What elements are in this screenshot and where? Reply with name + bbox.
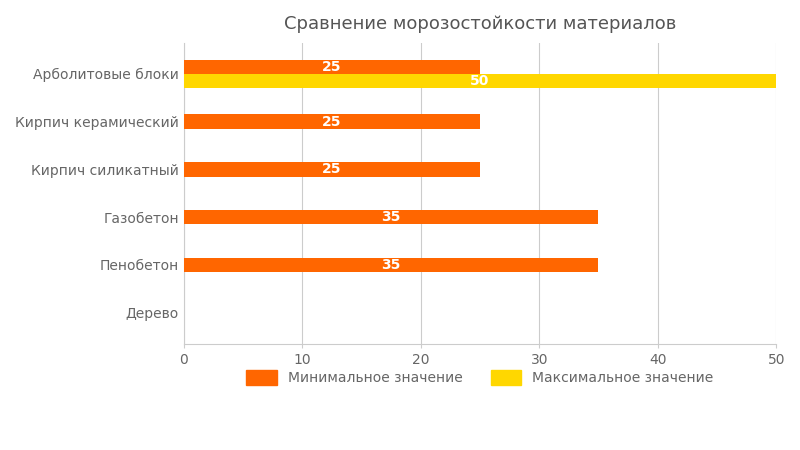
Bar [184, 162, 480, 176]
Text: 50: 50 [470, 74, 490, 88]
Bar [184, 258, 598, 272]
Bar [184, 114, 480, 129]
Bar [184, 74, 776, 88]
Text: 25: 25 [322, 60, 342, 74]
Text: 25: 25 [322, 162, 342, 176]
Legend: Минимальное значение, Максимальное значение: Минимальное значение, Максимальное значе… [241, 365, 719, 391]
Text: 35: 35 [382, 210, 401, 224]
Bar [184, 210, 598, 224]
Bar [184, 59, 480, 74]
Text: 35: 35 [382, 258, 401, 272]
Title: Сравнение морозостойкости материалов: Сравнение морозостойкости материалов [284, 15, 676, 33]
Text: 25: 25 [322, 115, 342, 129]
